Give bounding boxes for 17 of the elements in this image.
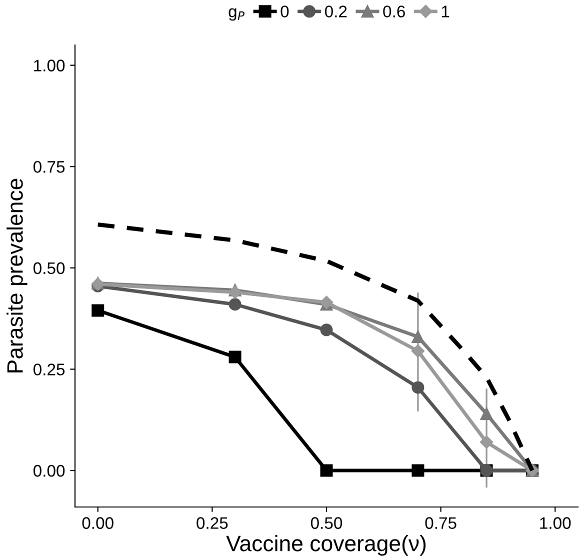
x-tick-label: 1.00: [540, 517, 571, 529]
y-tick-label: 0.00: [33, 464, 65, 477]
x-tick-label: 0.50: [310, 517, 342, 529]
x-tick-label: 0.00: [82, 517, 114, 529]
legend-label: 0.2: [324, 6, 347, 18]
x-axis-title: Vaccine coverage(ν): [226, 535, 426, 556]
x-tick-label: 0.75: [425, 517, 456, 529]
x-tick-label: 0.25: [196, 517, 228, 529]
legend-title: g$_{P}$: [228, 8, 245, 21]
legend-label: 0: [280, 6, 289, 18]
y-tick-label: 0.25: [33, 364, 65, 376]
y-axis-title: Parasite prevalence: [6, 178, 28, 372]
y-tick-label: 1.00: [34, 60, 65, 72]
legend-label: 0.6: [383, 6, 405, 18]
legend-label: 1: [442, 6, 450, 18]
y-tick-label: 0.50: [33, 262, 65, 274]
y-tick-label: 0.75: [33, 160, 65, 173]
